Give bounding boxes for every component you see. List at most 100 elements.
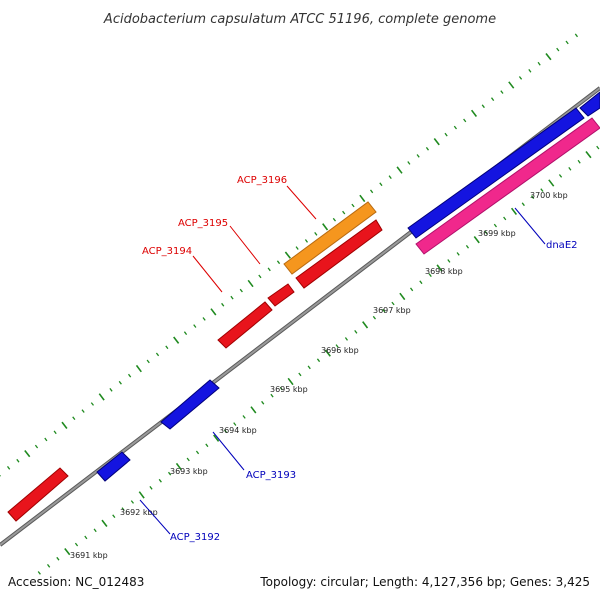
tick-mark: [304, 239, 309, 243]
tick-mark: [276, 260, 281, 265]
tick-mark: [447, 259, 451, 263]
tick-mark: [90, 402, 95, 406]
tick-mark: [16, 458, 20, 463]
tick-mark: [332, 217, 337, 222]
tick-mark: [470, 109, 478, 117]
tick-mark: [407, 161, 411, 165]
tick-mark: [388, 175, 392, 179]
tick-mark: [307, 365, 311, 370]
gene-arrow-blue-large[interactable]: [407, 107, 585, 239]
gene-arrow-acp-3194[interactable]: [217, 301, 273, 349]
tick-mark: [436, 264, 443, 272]
tick-mark: [419, 280, 423, 285]
tick-label: 3693 kbp: [170, 467, 208, 476]
gene-label-acp-3194[interactable]: ACP_3194: [142, 246, 192, 257]
tick-mark: [351, 203, 355, 208]
tick-mark: [530, 195, 535, 199]
accession-text: Accession: NC_012483: [8, 575, 144, 589]
tick-mark: [314, 232, 318, 236]
tick-mark: [344, 337, 349, 341]
tick-mark: [295, 246, 299, 250]
tick-mark: [158, 478, 162, 483]
tick-label: 3692 kbp: [120, 508, 158, 517]
tick-label: 3697 kbp: [373, 306, 411, 315]
tick-mark: [127, 373, 132, 378]
tick-mark: [146, 359, 150, 364]
tick-mark: [239, 288, 243, 293]
gene-arrow[interactable]: [7, 467, 69, 522]
gene-arrow-acp-3192[interactable]: [96, 451, 131, 482]
gene-label-dnae2[interactable]: dnaE2: [546, 240, 578, 251]
gene-label-acp-3196[interactable]: ACP_3196: [237, 175, 287, 186]
tick-mark: [186, 457, 190, 462]
tick-mark: [56, 556, 60, 561]
tick-mark: [270, 393, 274, 398]
topology-text: Topology: circular; Length: 4,127,356 bp…: [259, 575, 590, 589]
tick-mark: [558, 174, 563, 178]
tick-mark: [287, 377, 294, 386]
tick-mark: [221, 302, 225, 307]
tick-mark: [101, 519, 108, 527]
tick-mark: [279, 386, 283, 391]
tick-mark: [556, 47, 560, 52]
tick-label: 3698 kbp: [425, 267, 463, 276]
tick-mark: [335, 344, 339, 348]
tick-mark: [84, 535, 88, 540]
tick-mark: [258, 274, 262, 279]
tick-mark: [473, 236, 480, 244]
gene-arrow-red-large[interactable]: [295, 219, 383, 289]
tick-mark: [548, 179, 555, 187]
tick-mark: [316, 358, 321, 363]
gene-arrow-acp-3195[interactable]: [267, 283, 295, 307]
tick-mark: [37, 571, 41, 575]
tick-mark: [242, 415, 246, 419]
tick-mark: [433, 138, 440, 146]
tick-mark: [444, 132, 448, 137]
tick-mark: [379, 182, 383, 187]
gene-label-acp-3193[interactable]: ACP_3193: [246, 470, 296, 481]
feature-dnae2-region[interactable]: [415, 117, 600, 255]
gene-arrow-acp-3193[interactable]: [160, 379, 220, 430]
tick-mark: [565, 40, 569, 45]
tick-mark: [568, 167, 572, 171]
tick-mark: [284, 251, 291, 259]
tick-mark: [382, 308, 386, 313]
tick-mark: [577, 159, 581, 164]
gene-arrow-blue-edge[interactable]: [579, 91, 600, 117]
forward-genes: [7, 201, 383, 522]
tick-mark: [213, 434, 220, 442]
tick-mark: [369, 189, 374, 194]
tick-mark: [72, 416, 76, 421]
tick-mark: [233, 422, 237, 426]
gene-label-acp-3192[interactable]: ACP_3192: [170, 532, 220, 543]
tick-mark: [64, 548, 71, 556]
tick-mark: [456, 252, 460, 256]
tick-mark: [34, 444, 39, 449]
tick-mark: [223, 429, 228, 433]
tick-mark: [528, 69, 532, 73]
outer-tick-ring: [0, 33, 579, 477]
tick-mark: [118, 380, 122, 385]
tick-label: 3696 kbp: [321, 346, 359, 355]
tick-mark: [585, 151, 592, 159]
gene-label-acp-3195[interactable]: ACP_3195: [178, 218, 228, 229]
tick-mark: [193, 324, 197, 328]
tick-mark: [518, 76, 523, 80]
tick-mark: [324, 349, 331, 357]
tick-label: 3691 kbp: [70, 551, 108, 560]
tick-mark: [500, 90, 504, 94]
tick-mark: [322, 223, 329, 231]
tick-mark: [409, 287, 414, 292]
tick-mark: [121, 507, 125, 511]
tick-mark: [493, 223, 498, 228]
gene-arrow-acp-3196[interactable]: [283, 201, 377, 275]
tick-mark: [195, 450, 200, 455]
tick-mark: [391, 301, 395, 306]
tick-mark: [425, 147, 430, 151]
tick-mark: [46, 564, 51, 568]
tick-label: 3700 kbp: [530, 191, 568, 200]
tick-mark: [74, 542, 79, 547]
reverse-genes: [96, 91, 600, 482]
tick-mark: [135, 364, 142, 373]
